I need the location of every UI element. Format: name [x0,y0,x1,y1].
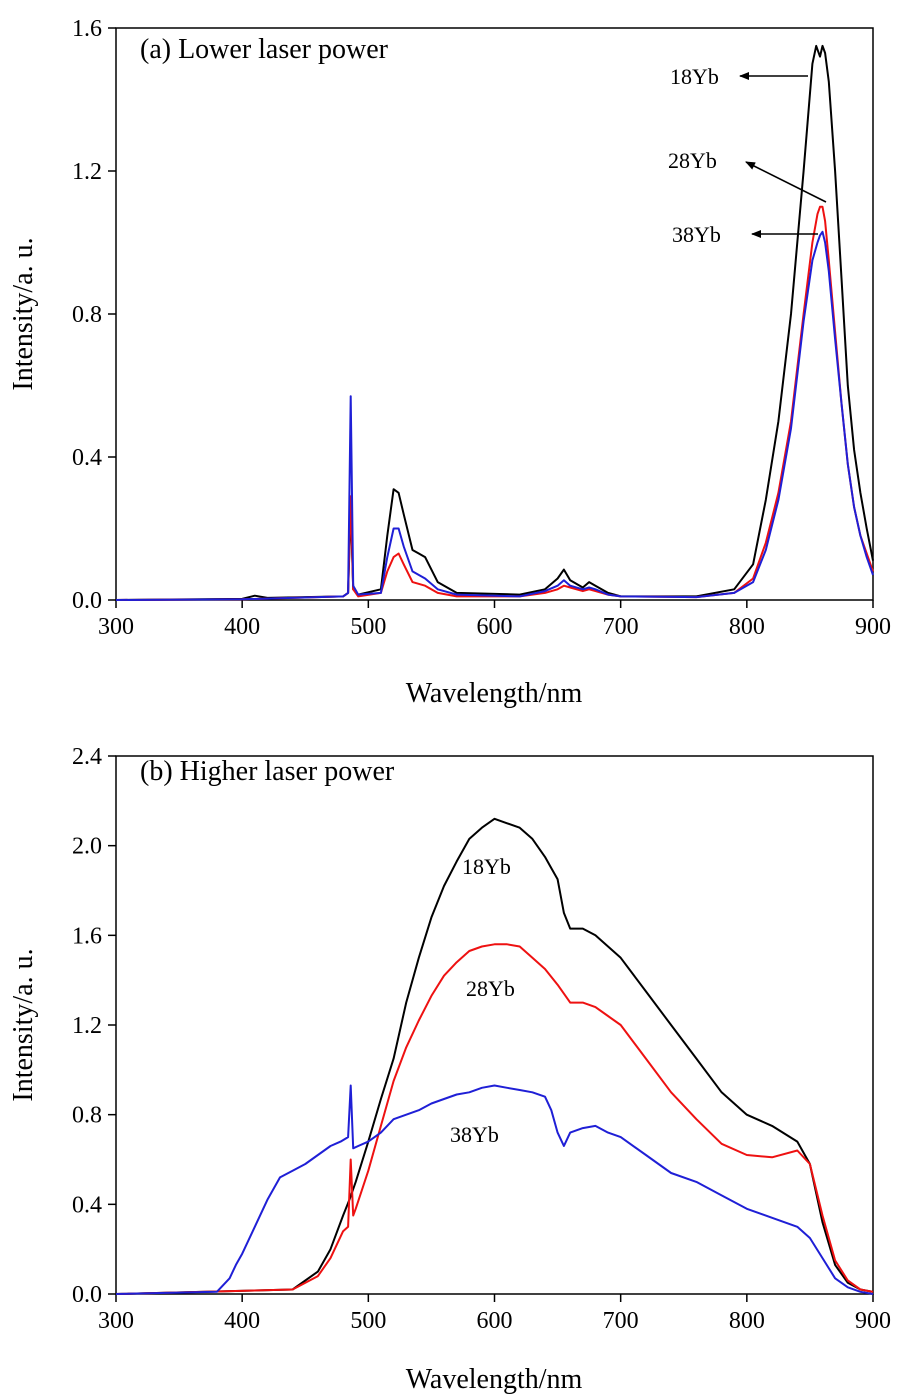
y-tick-label: 2.4 [72,744,102,770]
y-tick-label: 1.6 [72,16,102,42]
x-tick-label: 700 [603,614,639,640]
x-axis-title-a: Wavelength/nm [406,678,583,709]
x-tick-label: 400 [224,614,260,640]
x-tick-label: 600 [477,614,513,640]
panel-title-b: (b) Higher laser power [140,756,395,787]
arrow-a-28yb [745,161,827,203]
series-label-b-38yb: 38Yb [450,1122,499,1147]
series-line-28yb [115,943,874,1295]
y-axis-title-a: Intensity/a. u. [8,237,39,390]
x-tick-label: 900 [855,1308,891,1334]
plot-frame-a [115,27,874,601]
y-tick-label: 1.2 [72,159,102,185]
series-label-a-18yb: 18Yb [670,64,719,89]
series-line-38yb [115,230,874,601]
series-line-18yb [115,44,874,601]
x-axis-ticks-b: 300 400 500 600 700 800 900 [98,1294,891,1334]
y-tick-label: 0.4 [72,445,102,471]
y-tick-label: 1.6 [72,923,102,949]
x-tick-label: 400 [224,1308,260,1334]
x-tick-label: 600 [477,1308,513,1334]
x-tick-label: 700 [603,1308,639,1334]
y-tick-label: 1.2 [72,1013,102,1039]
panel-title-a: (a) Lower laser power [140,34,389,65]
panel-a: 300 400 500 600 700 800 900 0.0 0.4 0.8 1.2 1.6 (a… [8,16,891,709]
series-label-b-28yb: 28Yb [466,976,515,1001]
x-tick-label: 500 [350,1308,386,1334]
y-tick-label: 0.8 [72,1103,102,1129]
series-label-a-38yb: 38Yb [672,222,721,247]
x-tick-label: 800 [729,614,765,640]
y-axis-ticks-a: 0.0 0.4 0.8 1.2 1.6 [72,16,116,614]
y-axis-title-b: Intensity/a. u. [8,948,39,1101]
series-label-b-18yb: 18Yb [462,854,511,879]
panel-b: 300 400 500 600 700 800 900 0.0 0.4 0.8 1.2 1.6 2.0… [8,744,891,1395]
series-label-a-28yb: 28Yb [668,148,717,173]
series-lines-a [115,44,874,601]
x-tick-label: 500 [350,614,386,640]
series-line-28yb [115,205,874,601]
x-tick-label: 900 [855,614,891,640]
y-tick-label: 0.0 [72,588,102,614]
x-tick-label: 300 [98,614,134,640]
series-line-18yb [115,817,874,1295]
x-axis-ticks-a: 300 400 500 600 700 800 900 [98,600,891,640]
x-tick-label: 300 [98,1308,134,1334]
y-tick-label: 0.0 [72,1282,102,1308]
series-lines-b [115,817,874,1295]
x-axis-title-b: Wavelength/nm [406,1364,583,1395]
y-tick-label: 2.0 [72,834,102,860]
y-axis-ticks-b: 0.0 0.4 0.8 1.2 1.6 2.0 2.4 [72,744,116,1308]
y-tick-label: 0.4 [72,1192,102,1218]
series-line-38yb [115,1084,874,1295]
x-tick-label: 800 [729,1308,765,1334]
y-tick-label: 0.8 [72,302,102,328]
